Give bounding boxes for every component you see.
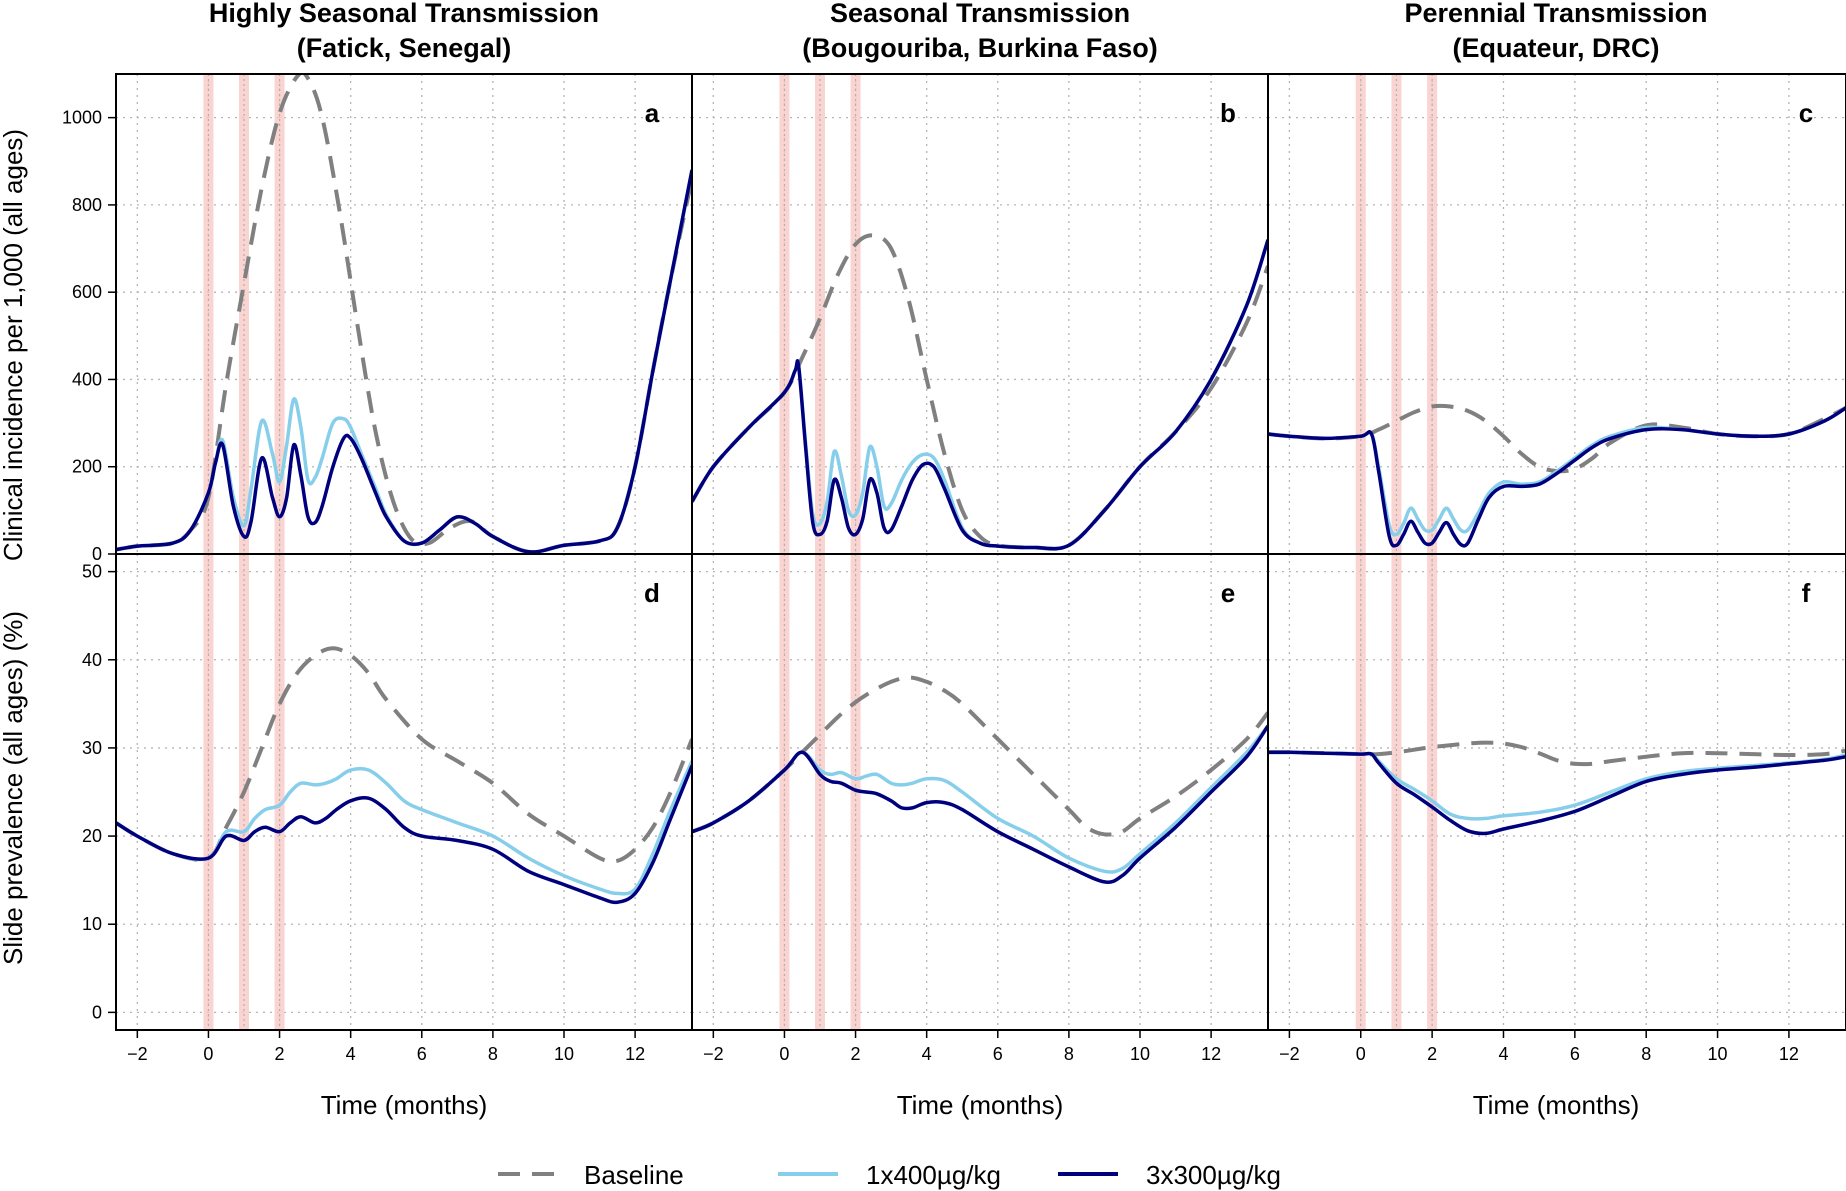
- dose-band: [1427, 554, 1438, 1030]
- y-tick-label: 40: [82, 650, 102, 670]
- series-line-baseline: [116, 646, 692, 864]
- col-title-1-line2: (Fatick, Senegal): [297, 33, 512, 63]
- y-tick-label: 200: [72, 457, 102, 477]
- x-tick-label: 0: [203, 1044, 213, 1064]
- col-title-3-line2: (Equateur, DRC): [1452, 33, 1659, 63]
- legend: Baseline 1x400µg/kg 3x300µg/kg: [498, 1160, 1281, 1190]
- panel-letter: c: [1799, 98, 1813, 128]
- series-line-triple-dose: [692, 239, 1268, 551]
- x-tick-label: 8: [488, 1044, 498, 1064]
- dose-band: [1391, 554, 1402, 1030]
- legend-label-triple-dose: 3x300µg/kg: [1146, 1160, 1281, 1190]
- x-tick-label: 12: [1779, 1044, 1799, 1064]
- dose-band: [203, 554, 214, 1030]
- x-tick-label: 4: [346, 1044, 356, 1064]
- x-tick-label: 12: [625, 1044, 645, 1064]
- col-title-1-line1: Highly Seasonal Transmission: [209, 0, 599, 28]
- x-tick-label: 4: [922, 1044, 932, 1064]
- panel-b: b: [691, 73, 1269, 555]
- panel-frame: [1267, 553, 1846, 1031]
- panel-letter: d: [644, 578, 660, 608]
- y-tick-label: 400: [72, 369, 102, 389]
- y-tick-label: 20: [82, 826, 102, 846]
- col-title-2-line2: (Bougouriba, Burkina Faso): [802, 33, 1158, 63]
- series-line-triple-dose: [1268, 406, 1846, 548]
- panel-e: e −2 0 2 4 6 8 10 12: [691, 553, 1269, 1064]
- panel-frame: [115, 553, 693, 1031]
- series-line-baseline: [1268, 403, 1846, 474]
- y-tick-label: 0: [92, 1002, 102, 1022]
- x-tick-label: 6: [1570, 1044, 1580, 1064]
- x-axis-label-col3: Time (months): [1473, 1090, 1640, 1120]
- x-axis-label-col1: Time (months): [321, 1090, 488, 1120]
- x-tick-label: 2: [275, 1044, 285, 1064]
- x-tick-label: 4: [1498, 1044, 1508, 1064]
- x-tick-label: 10: [1708, 1044, 1728, 1064]
- x-tick-label: 8: [1641, 1044, 1651, 1064]
- legend-label-single-dose: 1x400µg/kg: [866, 1160, 1001, 1190]
- series-line-triple-dose: [692, 724, 1268, 884]
- x-tick-label: 12: [1201, 1044, 1221, 1064]
- y-tick-label: 10: [82, 914, 102, 934]
- dose-band: [274, 554, 285, 1030]
- x-tick-label: 0: [779, 1044, 789, 1064]
- col-title-3-line1: Perennial Transmission: [1404, 0, 1707, 28]
- y-axis-label-prevalence: Slide prevalence (all ages) (%): [0, 611, 28, 965]
- x-tick-label: 10: [1130, 1044, 1150, 1064]
- x-tick-label: 2: [851, 1044, 861, 1064]
- series-line-triple-dose: [116, 169, 692, 554]
- panel-letter: e: [1221, 578, 1235, 608]
- x-tick-label: 6: [993, 1044, 1003, 1064]
- panel-frame: [691, 73, 1269, 555]
- dose-band: [815, 554, 825, 1030]
- legend-label-baseline: Baseline: [584, 1160, 684, 1190]
- x-tick-label: 10: [554, 1044, 574, 1064]
- panel-c: c: [1267, 73, 1846, 555]
- x-tick-label: 8: [1064, 1044, 1074, 1064]
- series-line-baseline: [692, 233, 1268, 551]
- panel-frame: [1267, 73, 1846, 555]
- x-tick-label: 0: [1356, 1044, 1366, 1064]
- series-line-single-dose: [692, 239, 1268, 551]
- panel-a: a 0 200 400 600 800 1000: [62, 73, 693, 564]
- x-tick-label: −2: [1279, 1044, 1300, 1064]
- y-tick-label: 1000: [62, 108, 102, 128]
- panel-frame: [115, 73, 693, 555]
- series-line-single-dose: [116, 169, 692, 554]
- series-line-triple-dose: [1268, 750, 1846, 836]
- y-axis-label-incidence: Clinical incidence per 1,000 (all ages): [0, 129, 28, 561]
- series-line-triple-dose: [116, 764, 692, 905]
- x-tick-label: 2: [1427, 1044, 1437, 1064]
- col-title-2-line1: Seasonal Transmission: [830, 0, 1130, 28]
- panel-f: f −2 0 2 4 6 8 10 12: [1267, 553, 1846, 1064]
- dose-band: [1355, 554, 1366, 1030]
- panel-letter: b: [1220, 98, 1236, 128]
- series-line-baseline: [116, 74, 692, 554]
- panel-d: d 0 10 20 30 40 50 −2 0 2 4 6 8 10 12: [82, 553, 693, 1064]
- series-line-baseline: [692, 675, 1268, 837]
- series-line-baseline: [1268, 740, 1846, 767]
- y-tick-label: 30: [82, 738, 102, 758]
- x-tick-label: −2: [127, 1044, 148, 1064]
- y-tick-label: 50: [82, 562, 102, 582]
- x-tick-label: 6: [417, 1044, 427, 1064]
- series-line-single-dose: [116, 760, 692, 896]
- y-tick-label: 800: [72, 195, 102, 215]
- panel-letter: f: [1802, 578, 1811, 608]
- y-tick-label: 0: [92, 544, 102, 564]
- dose-band: [779, 554, 790, 1030]
- x-tick-label: −2: [703, 1044, 724, 1064]
- x-axis-label-col2: Time (months): [897, 1090, 1064, 1120]
- y-tick-label: 600: [72, 282, 102, 302]
- panel-letter: a: [645, 98, 660, 128]
